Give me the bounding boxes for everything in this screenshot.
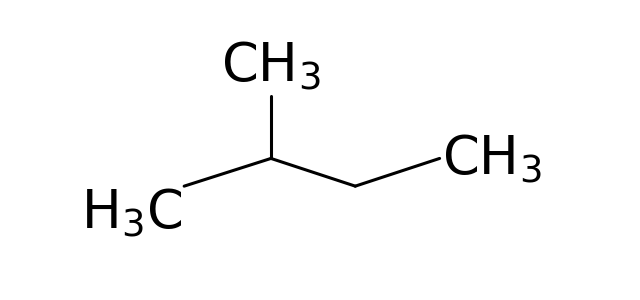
Text: $\mathsf{CH_3}$: $\mathsf{CH_3}$ [221,40,321,93]
Text: $\mathsf{CH_3}$: $\mathsf{CH_3}$ [442,133,541,186]
Text: $\mathsf{H_3C}$: $\mathsf{H_3C}$ [81,187,182,240]
